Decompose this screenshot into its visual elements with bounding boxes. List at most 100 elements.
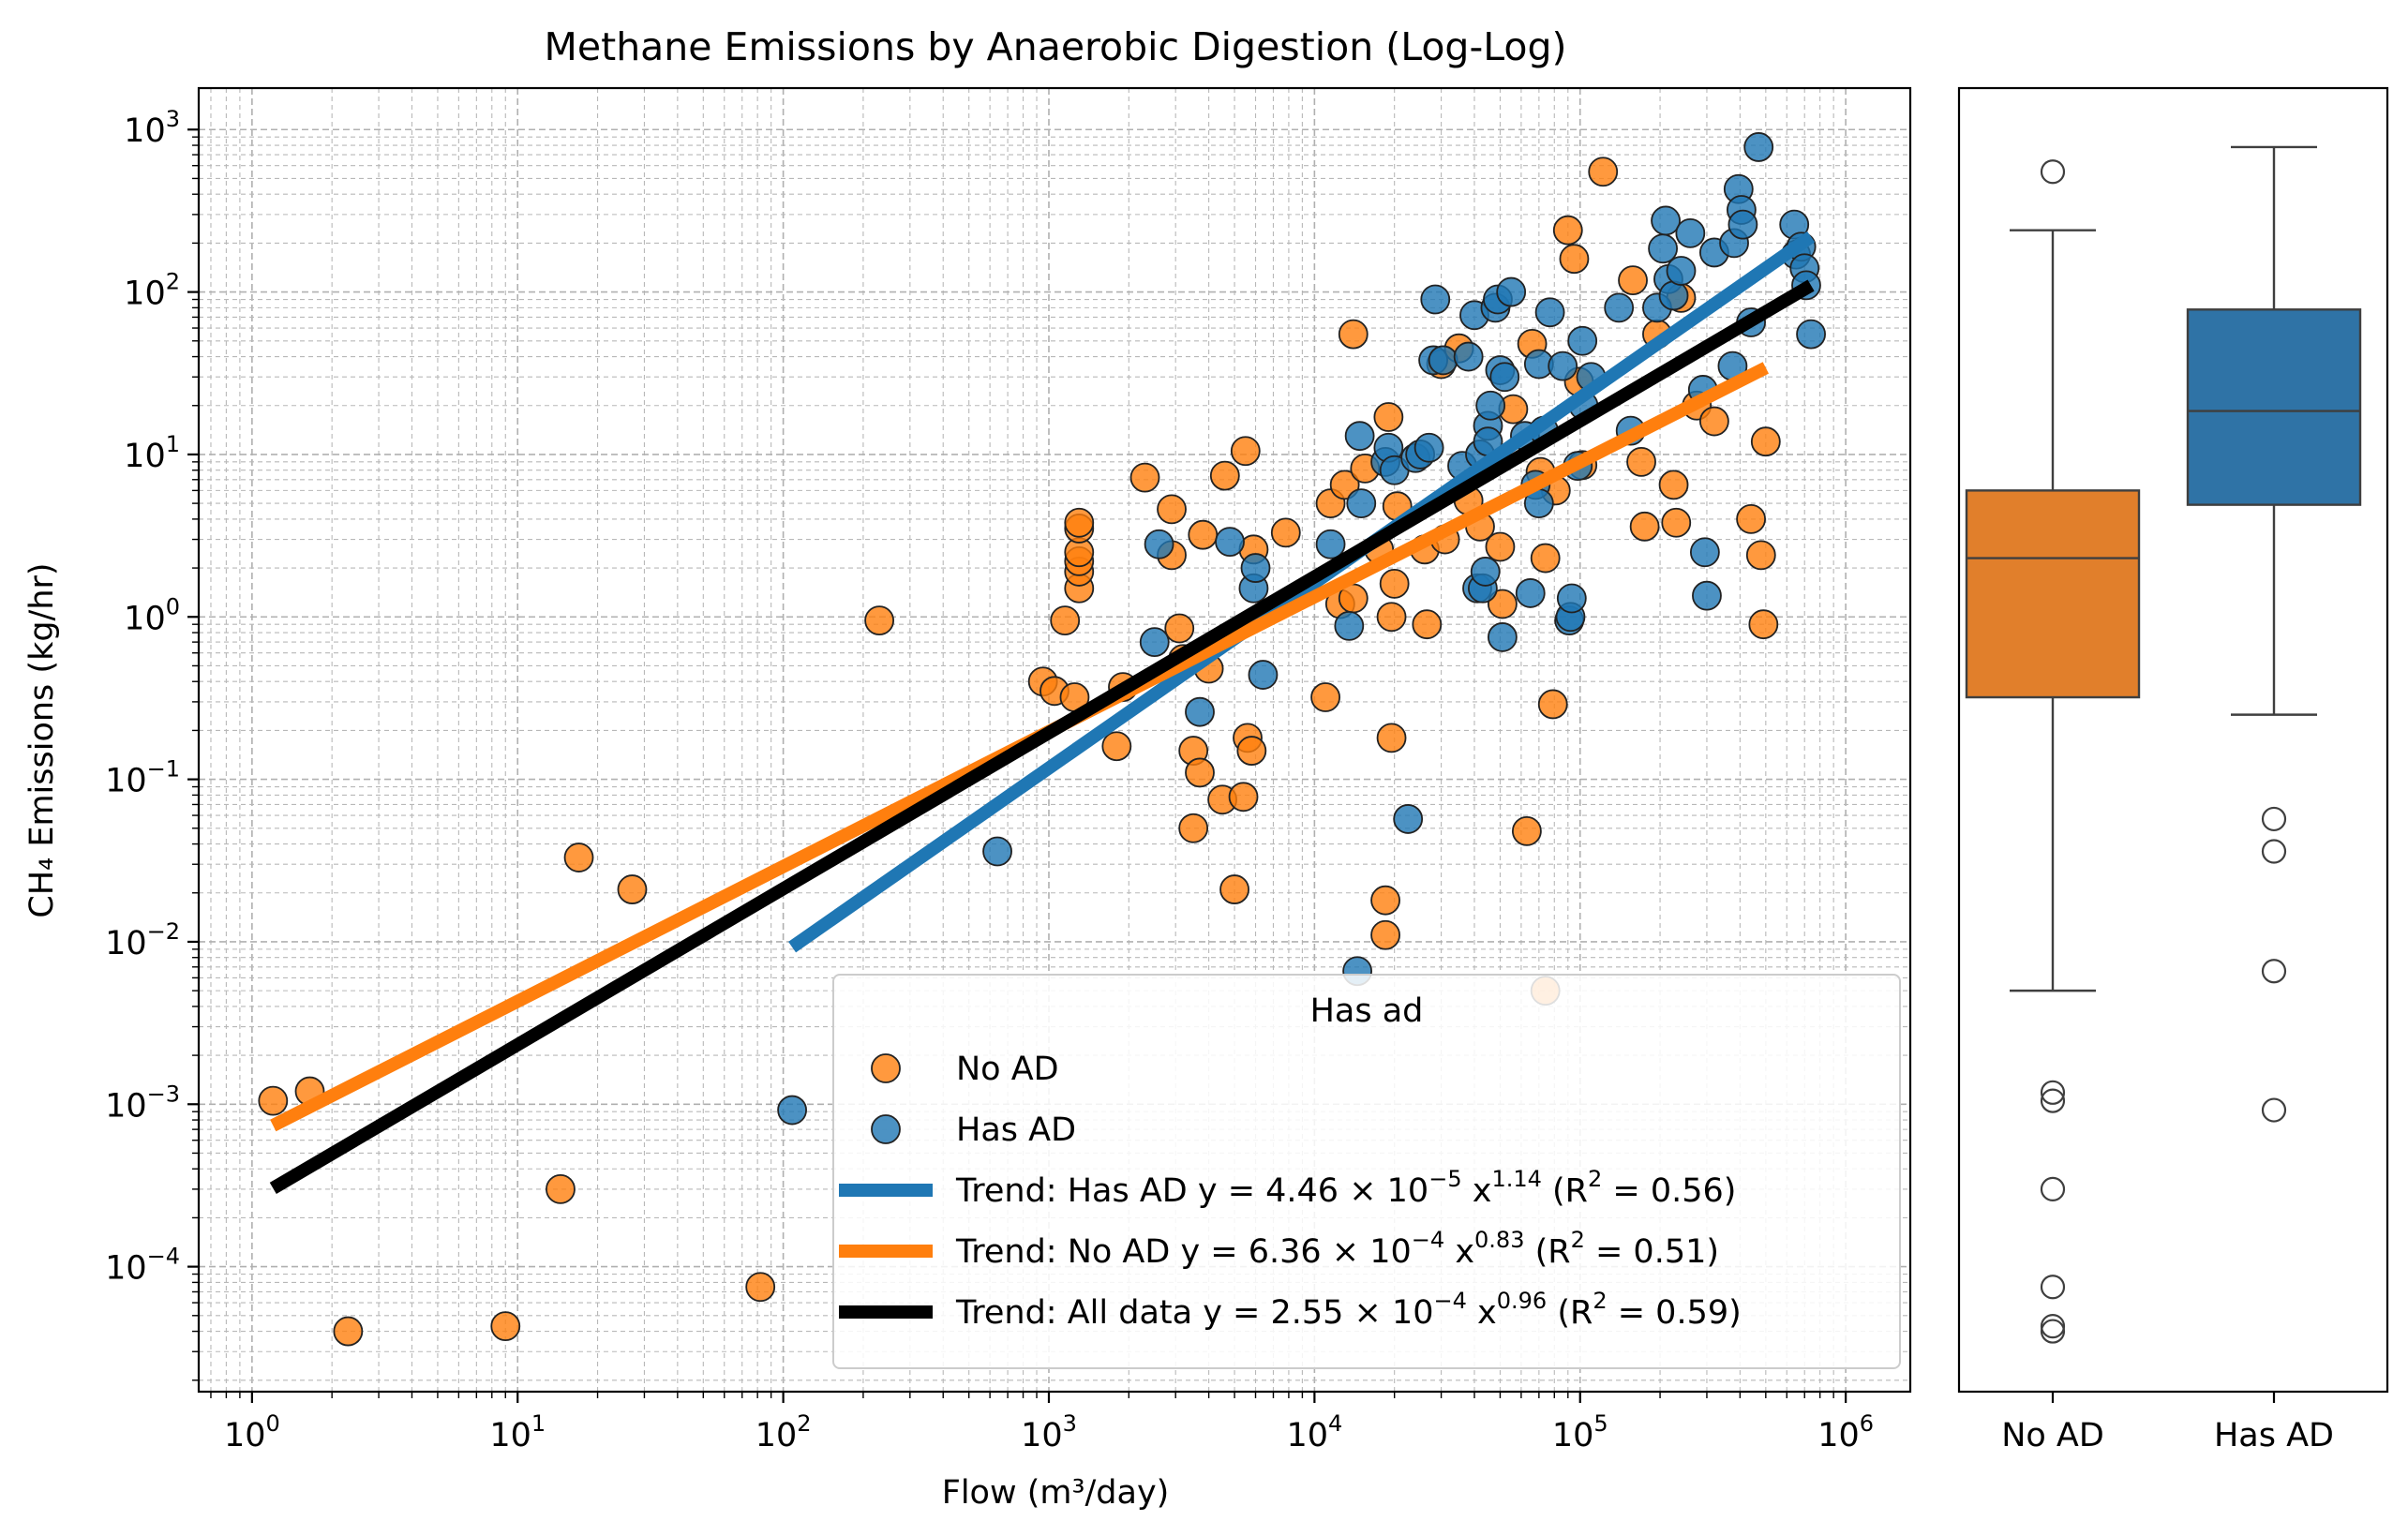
box-elements	[1965, 145, 2362, 1344]
box-outlier	[2040, 1314, 2066, 1339]
scatter-point	[617, 874, 648, 904]
box-outlier	[2261, 959, 2287, 984]
scatter-point	[1511, 815, 1542, 846]
scatter-point	[1618, 265, 1648, 296]
scatter-point	[1315, 529, 1346, 559]
scatter-point	[1185, 696, 1215, 727]
legend-entries: No AD Has AD Trend: Has AD y = 4.46 × 10−5…	[839, 1051, 1742, 1332]
box-has-ad	[2186, 145, 2362, 1123]
scatter-point	[1050, 605, 1081, 636]
series-has-ad	[777, 132, 1826, 1126]
y-tick-label: 10−3	[105, 1081, 180, 1125]
box-frame	[1957, 86, 2389, 1394]
scatter-point	[1144, 529, 1174, 559]
scatter-point	[333, 1316, 364, 1347]
y-axis-label: CH₄ Emissions (kg/hr)	[23, 562, 61, 917]
scatter-point	[1692, 580, 1722, 611]
scatter-point	[1727, 209, 1758, 240]
scatter-point	[1689, 537, 1720, 568]
scatter-point	[1604, 292, 1635, 323]
scatter-point	[1420, 284, 1451, 315]
scatter-point	[1219, 874, 1249, 904]
scatter-point	[1515, 578, 1546, 608]
scatter-point	[1698, 406, 1729, 437]
legend-label: Has AD	[956, 1111, 1076, 1149]
legend-label: No AD	[956, 1051, 1059, 1088]
scatter-point	[1629, 511, 1660, 542]
scatter-point	[1412, 609, 1443, 640]
box-outlier	[2040, 1176, 2066, 1202]
x-tick-label: 102	[755, 1410, 812, 1454]
scatter-point	[1658, 280, 1689, 311]
y-tick-label: 10−4	[105, 1244, 180, 1288]
scatter-point	[1164, 613, 1195, 644]
y-tick-label: 101	[124, 431, 180, 475]
y-tick-label: 100	[124, 593, 180, 637]
scatter-point	[1248, 660, 1279, 690]
box-outlier	[2040, 1275, 2066, 1300]
scatter-point	[1567, 325, 1598, 356]
box-outlier	[2261, 839, 2287, 864]
scatter-point	[1552, 215, 1583, 246]
scatter-point	[1651, 205, 1681, 236]
box-panel: No AD Has AD	[1957, 86, 2389, 1454]
y-tick-label: 102	[124, 269, 180, 313]
scatter-point	[1626, 446, 1656, 477]
scatter-point	[1489, 362, 1520, 393]
scatter-point	[1338, 319, 1369, 350]
scatter-point	[1215, 527, 1245, 558]
legend-entry: Trend: All data y = 2.55 × 10−4 x0.96 (R…	[839, 1288, 1742, 1332]
x-tick-label: 103	[1021, 1410, 1077, 1454]
y-tick-label: 10−1	[105, 756, 180, 800]
trend-lines	[269, 231, 1816, 1194]
x-tick-label: 105	[1552, 1410, 1608, 1454]
legend-marker	[871, 1114, 901, 1144]
scatter-point	[1064, 507, 1095, 538]
scatter-point	[1344, 421, 1375, 452]
legend: Has ad No AD Has AD Trend: Has AD y = 4.46…	[832, 974, 1901, 1369]
box-iqr	[2186, 308, 2362, 506]
scatter-point	[1588, 157, 1619, 187]
scatter-point	[1487, 622, 1518, 652]
scatter-point	[1228, 782, 1259, 813]
scatter-point	[1270, 517, 1301, 548]
x-tick-label: 104	[1286, 1410, 1342, 1454]
box-iqr	[1965, 489, 2141, 699]
x-axis-label: Flow (m³/day)	[942, 1474, 1170, 1512]
box-outlier	[2261, 806, 2287, 832]
scatter-point	[1537, 689, 1568, 720]
scatter-point	[1310, 682, 1341, 712]
scatter-point	[1139, 627, 1170, 658]
scatter-point	[1157, 494, 1187, 525]
scatter-point	[1376, 602, 1407, 633]
box-xticks: No AD Has AD	[2001, 1392, 2334, 1454]
scatter-point	[1209, 460, 1240, 491]
scatter-point	[546, 1174, 576, 1204]
box-outlier	[2040, 1319, 2066, 1344]
legend-label: Trend: All data y = 2.55 × 10−4 x0.96 (R…	[955, 1288, 1742, 1332]
scatter-point	[1373, 402, 1404, 432]
scatter-point	[1370, 885, 1400, 916]
scatter-point	[1453, 341, 1484, 372]
y-tick-label: 103	[124, 106, 180, 150]
legend-entry: Trend: Has AD y = 4.46 × 10−5 x1.14 (R2 …	[839, 1166, 1736, 1210]
y-tick-label: 10−2	[105, 918, 180, 962]
scatter-ticks: 100 101 102 103 104 105 106 10−4 10−3 10−2 10−1 100…	[105, 106, 1874, 1454]
scatter-point	[563, 843, 594, 872]
box-outlier	[2261, 1097, 2287, 1123]
scatter-point	[1496, 276, 1527, 307]
scatter-point	[1559, 244, 1590, 275]
box-outlier	[2040, 1080, 2066, 1105]
scatter-point	[1188, 519, 1219, 550]
trend-line	[269, 279, 1815, 1194]
scatter-point	[1748, 609, 1779, 640]
scatter-point	[1236, 736, 1267, 766]
x-tick-label: 106	[1817, 1410, 1874, 1454]
scatter-point	[1743, 132, 1774, 162]
x-tick-label: 100	[224, 1410, 280, 1454]
scatter-point	[1240, 553, 1271, 583]
legend-label: Trend: No AD y = 6.36 × 10−4 x0.83 (R2 =…	[955, 1227, 1719, 1271]
scatter-point	[982, 836, 1012, 867]
scatter-point	[1230, 436, 1261, 467]
